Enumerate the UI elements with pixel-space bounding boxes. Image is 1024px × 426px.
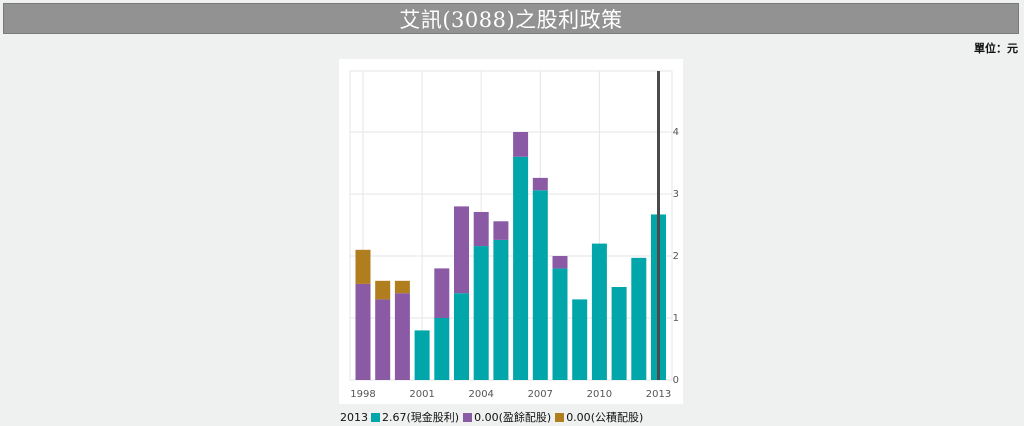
dividend-chart[interactable]: 1998 2001 2004 2007 2010 2013 0 1 2 3 4 xyxy=(339,59,683,404)
bar-2000-series-2[interactable] xyxy=(394,280,410,294)
bar-2006-series-1[interactable] xyxy=(513,132,529,157)
bar-2005-series-1[interactable] xyxy=(493,221,509,240)
legend-swatch-capital-stock xyxy=(555,412,565,422)
bar-1998-series-2[interactable] xyxy=(355,249,371,284)
bar-1999-series-2[interactable] xyxy=(375,280,391,300)
y-tick-label-2: 2 xyxy=(673,251,679,262)
y-tick-label-3: 3 xyxy=(673,189,679,200)
title-bar: 艾訊(3088)之股利政策 xyxy=(3,3,1019,34)
bar-2006-series-0[interactable] xyxy=(513,156,529,380)
x-tick-label-2004: 2004 xyxy=(468,389,493,400)
bar-2002-series-1[interactable] xyxy=(434,268,450,318)
legend-swatch-cash xyxy=(371,412,380,422)
bar-2000-series-1[interactable] xyxy=(394,293,410,380)
bar-2009-series-0[interactable] xyxy=(572,299,588,380)
x-tick-label-2007: 2007 xyxy=(528,389,553,400)
unit-label: 單位：元 xyxy=(974,42,1018,55)
bar-2004-series-0[interactable] xyxy=(473,246,489,380)
legend-value-earnings-stock: 0.00 xyxy=(474,410,499,424)
legend-label-capital-stock: (公積配股) xyxy=(590,411,644,424)
bar-1999-series-1[interactable] xyxy=(375,299,391,380)
chart-legend: 2013 2.67 (現金股利) 0.00 (盈餘配股) 0.00 (公積配股) xyxy=(340,409,644,425)
legend-swatch-earnings-stock xyxy=(463,412,473,422)
bar-2012-series-0[interactable] xyxy=(631,257,647,380)
bar-2005-series-0[interactable] xyxy=(493,239,509,380)
bar-2010-series-0[interactable] xyxy=(591,243,607,380)
bar-2003-series-1[interactable] xyxy=(454,206,469,294)
legend-value-cash: 2.67 xyxy=(382,410,407,424)
legend-label-cash: (現金股利) xyxy=(406,411,460,424)
y-tick-label-0: 0 xyxy=(673,375,679,386)
bar-2008-series-1[interactable] xyxy=(552,256,568,269)
legend-year: 2013 xyxy=(340,410,368,424)
bar-2007-series-1[interactable] xyxy=(532,177,548,191)
bar-2001-series-0[interactable] xyxy=(414,330,430,380)
page-title: 艾訊(3088)之股利政策 xyxy=(399,7,623,32)
bar-1998-series-1[interactable] xyxy=(355,283,371,380)
legend-value-capital-stock: 0.00 xyxy=(566,410,591,424)
legend-label-earnings-stock: (盈餘配股) xyxy=(498,411,552,424)
bar-2007-series-0[interactable] xyxy=(532,190,548,380)
x-tick-label-2001: 2001 xyxy=(409,389,434,400)
x-tick-label-2010: 2010 xyxy=(587,389,612,400)
x-tick-label-2013: 2013 xyxy=(646,389,671,400)
bar-2004-series-1[interactable] xyxy=(473,211,489,247)
y-tick-label-1: 1 xyxy=(673,313,679,324)
bar-2003-series-0[interactable] xyxy=(454,293,469,380)
y-tick-label-4: 4 xyxy=(673,127,679,138)
bar-2002-series-0[interactable] xyxy=(434,318,450,380)
x-tick-label-1998: 1998 xyxy=(350,389,375,400)
bar-2008-series-0[interactable] xyxy=(552,268,568,380)
bar-2011-series-0[interactable] xyxy=(611,287,627,380)
